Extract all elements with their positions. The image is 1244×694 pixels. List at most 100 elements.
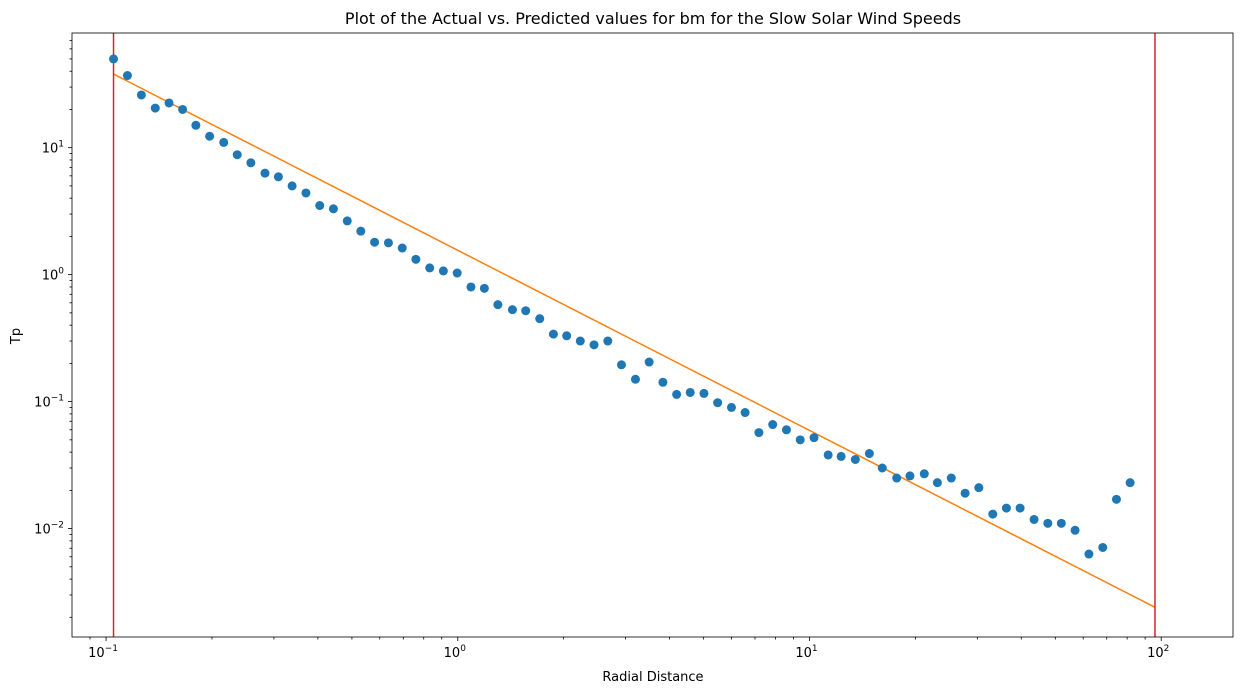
data-point [342,216,352,226]
data-point [356,226,366,236]
data-point [823,450,833,460]
y-tick-base: 10 [34,396,51,411]
data-point [603,336,613,346]
x-tick-exponent: 0 [460,644,466,654]
data-point [1043,518,1053,528]
data-point [616,360,626,370]
x-tick-exponent: −1 [105,644,118,654]
data-point [1125,478,1135,488]
data-point [109,54,119,64]
data-point [466,282,476,292]
y-tick-label: 10−1 [34,394,64,411]
fit-line [113,73,1156,608]
data-point [699,388,709,398]
y-tick-exponent: 0 [58,267,64,277]
data-point [122,71,132,81]
plot-area [71,32,1234,638]
data-point [438,266,448,276]
y-tick-label: 101 [42,140,64,157]
data-point [328,204,338,214]
data-point [411,254,421,264]
data-point [479,283,489,293]
data-point [562,331,572,341]
data-point [273,172,283,182]
data-point [1015,503,1025,513]
data-point [905,471,915,481]
data-point [685,387,695,397]
data-point [1098,542,1108,552]
chart-title: Plot of the Actual vs. Predicted values … [345,9,961,28]
x-axis-label: Radial Distance [602,670,703,685]
data-point [754,428,764,438]
y-tick-exponent: 1 [58,140,64,150]
x-tick-label: 102 [1147,644,1169,661]
data-point [493,300,503,310]
x-tick-base: 10 [88,646,105,661]
y-axis-label: Tp [9,328,24,345]
x-tick-base: 10 [795,646,812,661]
data-point [644,357,654,367]
data-point [246,158,256,168]
data-point [1111,494,1121,504]
data-point [219,137,229,147]
data-point [136,90,146,100]
y-tick-base: 10 [42,269,59,284]
data-point [713,398,723,408]
data-point [781,425,791,435]
x-tick-label: 10−1 [88,644,118,661]
data-point [1001,503,1011,513]
data-point [630,374,640,384]
data-point [205,131,215,141]
data-point [795,435,805,445]
y-tick-base: 10 [34,523,51,538]
data-point [425,263,435,273]
data-point [370,237,380,247]
data-point [301,188,311,198]
data-point [1070,525,1080,535]
y-tick-label: 100 [42,267,65,284]
data-point [548,329,558,339]
data-point [397,243,407,253]
data-point [836,451,846,461]
data-point [1056,518,1066,528]
data-point [452,268,462,278]
data-point [191,120,201,130]
data-point [232,150,242,160]
data-point [1084,549,1094,559]
data-point [809,433,819,443]
data-point [960,488,970,498]
x-tick-label: 101 [795,644,817,661]
data-point [768,420,778,430]
data-point [726,402,736,412]
x-tick-base: 10 [444,646,461,661]
x-tick-exponent: 1 [812,644,818,654]
x-tick-exponent: 2 [1164,644,1170,654]
y-tick-label: 10−2 [34,521,64,538]
data-point [850,455,860,465]
data-point [877,463,887,473]
data-point [260,168,270,178]
x-tick-base: 10 [1147,646,1164,661]
data-point [507,305,517,315]
data-point [164,98,174,108]
data-point [150,103,160,113]
data-point [892,473,902,483]
data-point [575,336,585,346]
data-point [672,389,682,399]
data-point [946,473,956,483]
data-point [589,340,599,350]
x-tick-label: 100 [444,644,467,661]
y-tick-base: 10 [42,142,59,157]
x-axis: 10−1 100 101 102 [88,637,1169,661]
data-point [521,306,531,316]
plot-frame [71,32,1234,638]
data-point [974,483,984,493]
data-point [988,509,998,519]
y-tick-exponent: −1 [51,394,64,404]
data-point [315,201,325,211]
data-point [932,478,942,488]
data-point [864,449,874,459]
data-point [287,181,297,191]
